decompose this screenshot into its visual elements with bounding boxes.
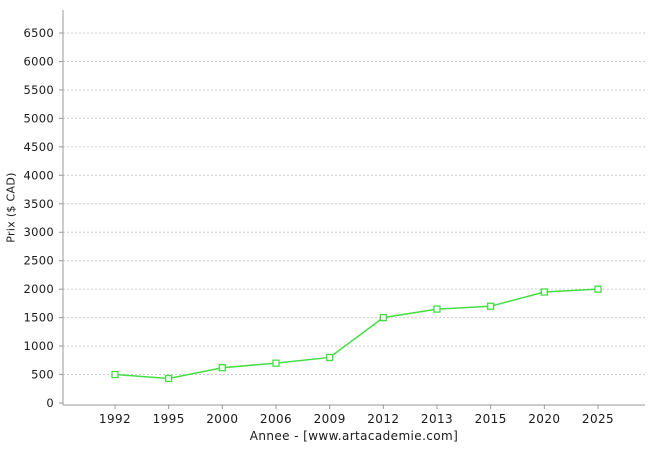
y-tick-label: 500 — [31, 368, 54, 382]
data-point-marker — [218, 364, 226, 372]
x-tick-label: 1995 — [153, 412, 185, 426]
y-tick-label: 2500 — [24, 254, 54, 268]
data-point-marker — [165, 374, 173, 383]
series-line — [114, 288, 599, 380]
x-tick-label: 2020 — [528, 412, 560, 426]
x-tick-label: 2025 — [582, 412, 614, 426]
x-tick-label: 2015 — [475, 412, 507, 426]
y-tick-label: 5500 — [24, 83, 54, 97]
x-tick-label: 2006 — [260, 412, 292, 426]
x-axis-title: Annee - [www.artacademie.com] — [249, 429, 459, 443]
y-tick-label: 1000 — [24, 339, 54, 353]
data-point-marker — [433, 305, 441, 313]
y-axis-title: Prix ($ CAD) — [4, 172, 18, 243]
x-tick-label: 2000 — [206, 412, 238, 426]
x-tick-label: 2009 — [314, 412, 346, 426]
data-point-marker — [111, 370, 119, 379]
data-point-marker — [594, 285, 602, 293]
y-tick-label: 4000 — [24, 168, 54, 182]
data-point-marker — [379, 313, 387, 322]
y-tick-label: 2000 — [24, 282, 54, 296]
x-tick-label: 2013 — [421, 412, 453, 426]
y-tick-label: 3000 — [24, 225, 54, 239]
y-tick-label: 3500 — [24, 197, 54, 211]
y-tick-label: 0 — [46, 396, 54, 410]
x-tick-label: 1992 — [99, 412, 131, 426]
y-tick-label: 6500 — [24, 26, 54, 40]
y-tick-label: 1500 — [24, 311, 54, 325]
y-tick-label: 4500 — [24, 140, 54, 154]
y-tick-label: 6000 — [24, 54, 54, 68]
data-point-marker — [487, 302, 495, 310]
y-tick-label: 5000 — [24, 111, 54, 125]
x-tick-label: 2012 — [367, 412, 399, 426]
data-point-marker — [540, 288, 548, 296]
data-point-marker — [272, 359, 280, 367]
data-point-marker — [326, 353, 334, 362]
